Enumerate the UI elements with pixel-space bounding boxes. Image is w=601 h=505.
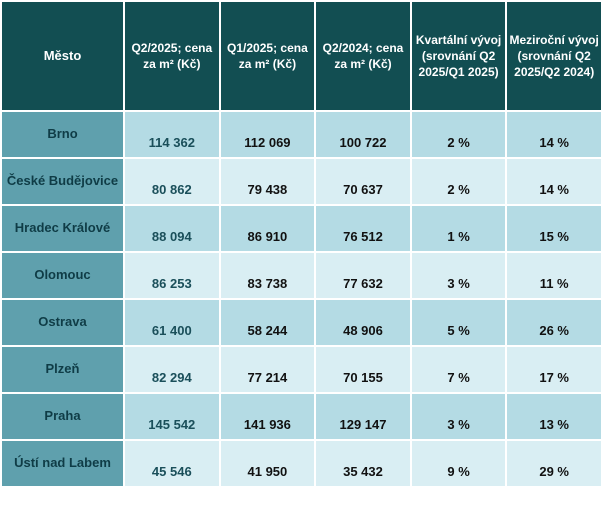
table-cell-q2-2024: 77 632 — [314, 251, 412, 300]
table-cell-q2-2024: 70 637 — [314, 157, 412, 206]
city-cell: Hradec Králové — [0, 204, 125, 253]
table-cell-yoy: 17 % — [505, 345, 601, 394]
table-cell-yoy: 29 % — [505, 439, 601, 488]
city-cell: České Budějovice — [0, 157, 125, 206]
city-cell: Plzeň — [0, 345, 125, 394]
city-cell: Praha — [0, 392, 125, 441]
table-cell-q1-2025: 141 936 — [218, 392, 317, 441]
table-cell-qoq: 1 % — [409, 204, 508, 253]
table-cell-q2-2025: 45 546 — [123, 439, 221, 488]
table-row: Brno 114 362 112 069 100 722 2 % 14 % — [0, 110, 601, 159]
table-row: Ústí nad Labem 45 546 41 950 35 432 9 % 29 % — [0, 439, 601, 488]
table-cell-q2-2025: 88 094 — [123, 204, 221, 253]
table-cell-q1-2025: 83 738 — [218, 251, 317, 300]
table-row: Olomouc 86 253 83 738 77 632 3 % 11 % — [0, 251, 601, 300]
table-cell-q2-2024: 35 432 — [314, 439, 412, 488]
table-cell-q1-2025: 41 950 — [218, 439, 317, 488]
table-cell-yoy: 11 % — [505, 251, 601, 300]
table-cell-q1-2025: 86 910 — [218, 204, 317, 253]
column-header-city: Město — [0, 0, 125, 112]
table-cell-q2-2025: 61 400 — [123, 298, 221, 347]
column-header-q2-2024: Q2/2024; cena za m² (Kč) — [314, 0, 412, 112]
city-cell: Ústí nad Labem — [0, 439, 125, 488]
column-header-q1-2025: Q1/2025; cena za m² (Kč) — [218, 0, 317, 112]
table-cell-q2-2025: 80 862 — [123, 157, 221, 206]
table-cell-yoy: 14 % — [505, 110, 601, 159]
table-cell-yoy: 14 % — [505, 157, 601, 206]
table-cell-qoq: 3 % — [409, 392, 508, 441]
table-cell-q2-2024: 48 906 — [314, 298, 412, 347]
table-cell-q2-2024: 100 722 — [314, 110, 412, 159]
header-row: Město Q2/2025; cena za m² (Kč) Q1/2025; … — [0, 0, 601, 112]
table-cell-q1-2025: 79 438 — [218, 157, 317, 206]
price-table: Město Q2/2025; cena za m² (Kč) Q1/2025; … — [0, 0, 601, 488]
table-cell-yoy: 15 % — [505, 204, 601, 253]
table-row: Hradec Králové 88 094 86 910 76 512 1 % 15 % — [0, 204, 601, 253]
table-cell-q1-2025: 58 244 — [218, 298, 317, 347]
table-cell-yoy: 26 % — [505, 298, 601, 347]
table-cell-qoq: 9 % — [409, 439, 508, 488]
table-cell-q1-2025: 77 214 — [218, 345, 317, 394]
table-row: Plzeň 82 294 77 214 70 155 7 % 17 % — [0, 345, 601, 394]
table-cell-qoq: 2 % — [409, 157, 508, 206]
table-row: České Budějovice 80 862 79 438 70 637 2 % 14 … — [0, 157, 601, 206]
table-cell-q2-2024: 76 512 — [314, 204, 412, 253]
table-row: Ostrava 61 400 58 244 48 906 5 % 26 % — [0, 298, 601, 347]
table-cell-qoq: 5 % — [409, 298, 508, 347]
table-cell-qoq: 2 % — [409, 110, 508, 159]
table-cell-yoy: 13 % — [505, 392, 601, 441]
column-header-qoq: Kvartální vývoj (srovnání Q2 2025/Q1 202… — [409, 0, 508, 112]
table-cell-q2-2024: 129 147 — [314, 392, 412, 441]
table-cell-q2-2025: 114 362 — [123, 110, 221, 159]
column-header-yoy: Meziroční vývoj (srovnání Q2 2025/Q2 202… — [505, 0, 601, 112]
table-cell-q2-2025: 86 253 — [123, 251, 221, 300]
city-cell: Ostrava — [0, 298, 125, 347]
table-cell-q2-2024: 70 155 — [314, 345, 412, 394]
city-cell: Olomouc — [0, 251, 125, 300]
city-cell: Brno — [0, 110, 125, 159]
table-cell-qoq: 3 % — [409, 251, 508, 300]
table-cell-q2-2025: 82 294 — [123, 345, 221, 394]
table-cell-q2-2025: 145 542 — [123, 392, 221, 441]
column-header-q2-2025: Q2/2025; cena za m² (Kč) — [123, 0, 221, 112]
table-cell-q1-2025: 112 069 — [218, 110, 317, 159]
table-body: Brno 114 362 112 069 100 722 2 % 14 % České Bu… — [0, 110, 601, 488]
table-cell-qoq: 7 % — [409, 345, 508, 394]
table-row: Praha 145 542 141 936 129 147 3 % 13 % — [0, 392, 601, 441]
